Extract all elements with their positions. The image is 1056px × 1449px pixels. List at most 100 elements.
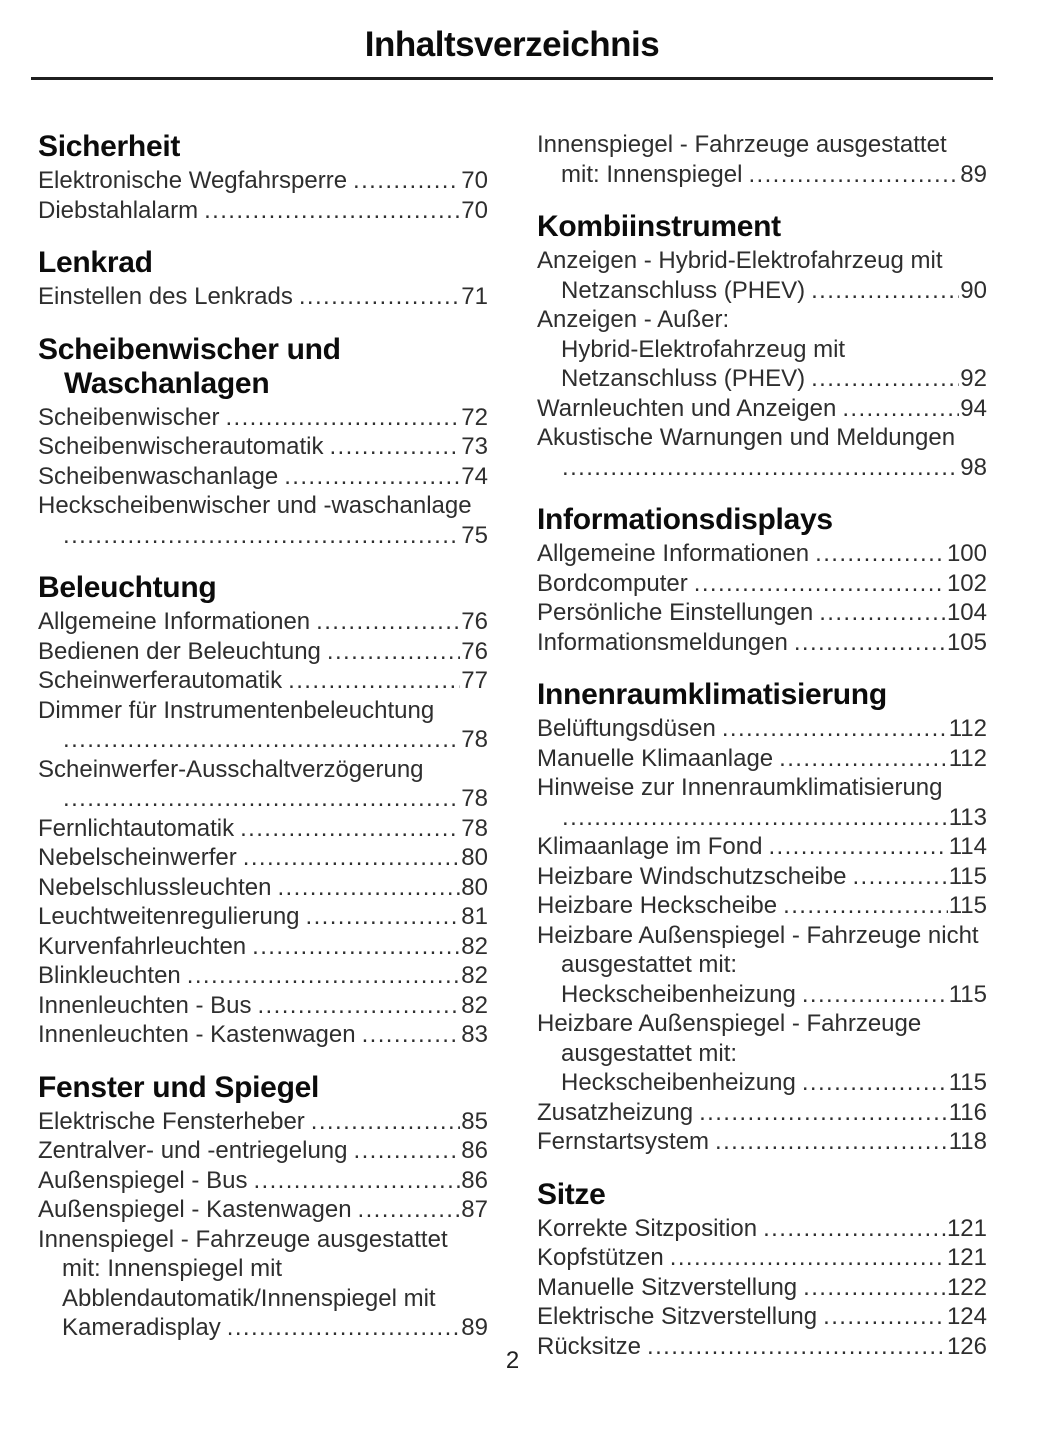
- toc-entry-leader-line: Kameradisplay 89: [38, 1313, 488, 1343]
- toc-entry-label: Zentralver- und -entriegelung: [38, 1137, 348, 1164]
- toc-entry: Innenspiegel - Fahrzeuge ausgestattet mit…: [38, 1225, 488, 1343]
- toc-leader-dots: [329, 432, 460, 462]
- toc-leader-dots: [852, 862, 947, 892]
- toc-entry-label: Warnleuchten und Anzeigen: [537, 394, 837, 422]
- section-heading: Lenkrad: [38, 246, 488, 280]
- section-heading-line: Fenster und Spiegel: [38, 1070, 320, 1104]
- toc-entry-page: 89: [960, 160, 987, 188]
- toc-leader-dots: [63, 784, 460, 814]
- toc-entry-label: Einstellen des Lenkrads: [38, 283, 293, 310]
- toc-entry-page: 115: [948, 862, 987, 890]
- toc-leader-dots: [794, 628, 946, 658]
- toc-entry-text-line: ausgestattet mit:: [561, 1039, 738, 1067]
- toc-entry: Hinweise zur Innenraumklimatisierung113: [537, 773, 987, 832]
- toc-entry-page: 124: [946, 1303, 987, 1330]
- toc-entry-label: Allgemeine Informationen: [537, 540, 810, 567]
- toc-entry: Heizbare Außenspiegel - Fahrzeuge ausgest…: [537, 1009, 987, 1098]
- toc-entry-label: Scheibenwischerautomatik: [38, 433, 324, 460]
- toc-leader-dots: [253, 1166, 460, 1196]
- section-heading-line: Innenraumklimatisierung: [537, 678, 887, 711]
- toc-entry-label: Scheinwerferautomatik: [38, 667, 283, 694]
- toc-entry-leader-line: Blinkleuchten 82: [38, 961, 488, 991]
- toc-entry: Fernstartsystem 118: [537, 1127, 987, 1157]
- toc-leader-dots: [803, 1273, 946, 1303]
- toc-leader-dots: [722, 714, 948, 744]
- toc-leader-dots: [358, 1195, 461, 1225]
- toc-entry-page: 115: [948, 1069, 987, 1096]
- toc-entry-page: 82: [461, 962, 488, 989]
- toc-entry-label: Nebelschlussleuchten: [38, 873, 272, 901]
- toc-entry-page: 114: [948, 833, 987, 860]
- section-heading: Innenraumklimatisierung: [537, 678, 987, 712]
- toc-entry-page: 85: [461, 1107, 488, 1135]
- toc-leader-dots: [225, 403, 460, 433]
- toc-leader-dots: [204, 196, 460, 226]
- toc-leader-dots: [63, 521, 460, 551]
- toc-entry: Bedienen der Beleuchtung 76: [38, 637, 488, 667]
- toc-entry-label: Manuelle Sitzverstellung: [537, 1273, 798, 1301]
- toc-entry-label: Belüftungsdüsen: [537, 715, 716, 742]
- toc-entry-page: 86: [461, 1166, 488, 1194]
- toc-entry-text-line: Hybrid-Elektrofahrzeug mit: [561, 335, 846, 363]
- toc-entry-leader-line: 113: [537, 803, 987, 833]
- toc-entry-page: 104: [946, 599, 987, 626]
- page-number: 2: [505, 1347, 520, 1374]
- toc-leader-dots: [562, 803, 948, 833]
- toc-leader-dots: [699, 1098, 948, 1128]
- toc-entry-page: 78: [461, 726, 488, 753]
- toc-entry-page: 70: [461, 167, 488, 194]
- toc-entry-leader-line: Elektronische Wegfahrsperre 70: [38, 166, 488, 196]
- toc-entry-page: 102: [946, 569, 987, 597]
- toc-leader-dots: [277, 873, 460, 903]
- toc-entry: Blinkleuchten 82: [38, 961, 488, 991]
- section-heading: Sicherheit: [38, 130, 488, 164]
- toc-entry-page: 100: [946, 540, 987, 567]
- toc-leader-dots: [252, 932, 460, 962]
- toc-leader-dots: [187, 961, 461, 991]
- toc-entry-leader-line: Scheinwerferautomatik 77: [38, 666, 488, 696]
- toc-entry-label: Elektrische Fensterheber: [38, 1107, 305, 1135]
- toc-entry-leader-line: Einstellen des Lenkrads 71: [38, 282, 488, 312]
- section-heading-line: Scheibenwischer und: [38, 332, 341, 366]
- toc-entry-label: mit: Innenspiegel: [561, 160, 743, 188]
- toc-entry-leader-line: Kopfstützen 121: [537, 1243, 987, 1273]
- toc-entry-label: Bordcomputer: [537, 569, 688, 597]
- toc-entry-leader-line: Außenspiegel - Kastenwagen 87: [38, 1195, 488, 1225]
- toc-entry: Elektrische Fensterheber 85: [38, 1107, 488, 1137]
- toc-entry-leader-line: Leuchtweitenregulierung 81: [38, 902, 488, 932]
- toc-leader-dots: [802, 1068, 948, 1098]
- toc-entry-label: Netzanschluss (PHEV): [561, 365, 806, 392]
- toc-entry-page: 98: [960, 453, 987, 481]
- toc-entry: Klimaanlage im Fond 114: [537, 832, 987, 862]
- toc-leader-dots: [819, 598, 946, 628]
- toc-entry: Zusatzheizung 116: [537, 1098, 987, 1128]
- toc-entry-leader-line: Heckscheibenheizung 115: [537, 1068, 987, 1098]
- toc-entry: Allgemeine Informationen 100: [537, 539, 987, 569]
- toc-entry-leader-line: Allgemeine Informationen 100: [537, 539, 987, 569]
- toc-entry-page: 121: [946, 1244, 987, 1271]
- toc-entry-page: 81: [461, 903, 488, 930]
- toc-leader-dots: [227, 1313, 461, 1343]
- toc-entry: Kurvenfahrleuchten 82: [38, 932, 488, 962]
- toc-entry-leader-line: Zentralver- und -entriegelung 86: [38, 1136, 488, 1166]
- toc-entry-label: Innenleuchten - Kastenwagen: [38, 1021, 356, 1048]
- toc-entry-label: Heizbare Windschutzscheibe: [537, 862, 847, 890]
- toc-entry-page: 76: [461, 608, 488, 635]
- toc-entry-page: 73: [461, 433, 488, 460]
- toc-entry: Fernlichtautomatik 78: [38, 814, 488, 844]
- section-heading-line: Informationsdisplays: [537, 503, 833, 536]
- section-heading: Scheibenwischer und Waschanlagen: [38, 333, 488, 401]
- toc-entry-page: 126: [946, 1332, 987, 1360]
- toc-leader-dots: [362, 1020, 461, 1050]
- toc-leader-dots: [562, 453, 959, 483]
- toc-entry-page: 118: [948, 1128, 987, 1155]
- toc-entry-label: Bedienen der Beleuchtung: [38, 637, 321, 665]
- toc-entry-page: 77: [461, 667, 488, 694]
- section-heading-line: Lenkrad: [38, 246, 153, 279]
- toc-entry-label: Nebelscheinwerfer: [38, 844, 237, 871]
